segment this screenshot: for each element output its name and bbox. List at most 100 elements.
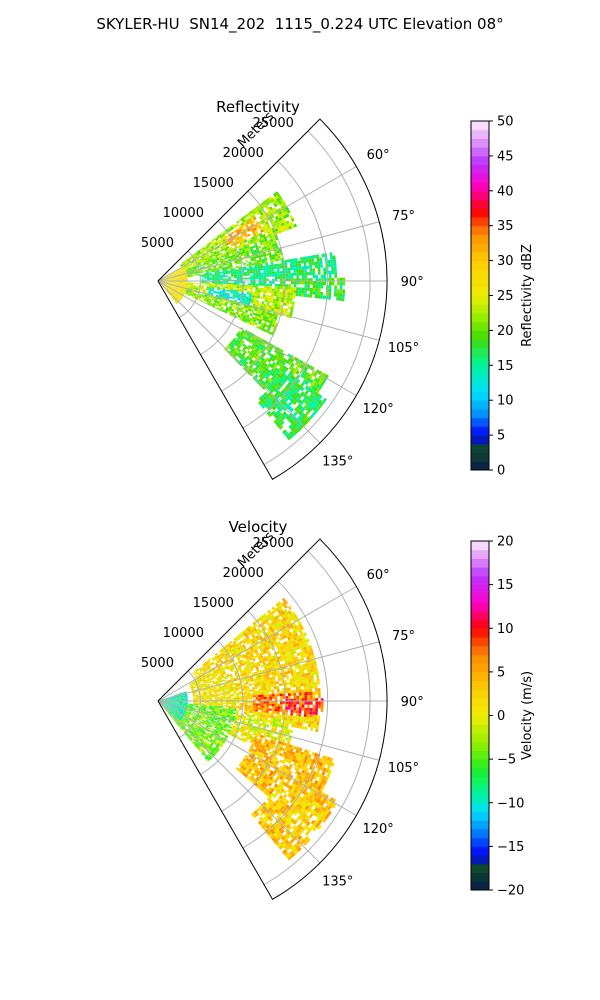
radar-gate xyxy=(264,379,269,384)
radar-gate xyxy=(285,611,290,616)
radar-gate xyxy=(168,292,171,296)
radar-gate xyxy=(274,253,278,257)
radar-gate xyxy=(235,228,239,232)
radar-gate xyxy=(249,320,253,324)
radar-gate xyxy=(291,376,296,381)
radar-gate xyxy=(213,302,217,305)
radar-gate xyxy=(291,421,297,426)
radar-gate xyxy=(171,282,175,283)
radar-gate xyxy=(192,295,196,298)
radar-gate xyxy=(287,610,292,615)
radar-gate xyxy=(235,235,239,239)
radar-gate xyxy=(283,378,288,383)
radar-gate xyxy=(186,264,190,266)
radar-gate xyxy=(234,647,238,651)
radar-gate xyxy=(180,295,184,298)
radar-gate xyxy=(284,367,289,372)
radar-gate xyxy=(279,607,284,613)
radar-gate xyxy=(268,323,273,327)
radar-gate xyxy=(174,277,177,279)
radar-gate xyxy=(171,278,175,279)
radar-gate xyxy=(242,297,246,300)
radar-gate xyxy=(236,637,241,641)
radar-gate xyxy=(314,684,318,689)
radar-gate xyxy=(260,614,265,619)
radar-gate xyxy=(298,410,303,416)
radar-gate xyxy=(245,296,249,299)
radar-gate xyxy=(238,240,242,244)
radar-gate xyxy=(234,638,239,643)
radar-gate xyxy=(287,270,291,274)
panel-title: Reflectivity xyxy=(216,98,300,116)
radar-gate xyxy=(180,295,184,298)
radar-gate xyxy=(243,313,247,317)
azimuth-tick-label: 90° xyxy=(401,275,424,290)
radar-gate xyxy=(249,707,253,710)
radar-gate xyxy=(279,271,283,274)
radar-gate xyxy=(277,214,281,219)
radar-gate xyxy=(264,619,269,624)
radar-gate xyxy=(242,315,247,319)
radar-gate xyxy=(231,698,234,700)
radar-gate xyxy=(236,353,241,358)
radar-gate xyxy=(274,199,279,204)
radar-gate xyxy=(196,669,200,672)
radar-gate xyxy=(239,697,243,700)
radar-gate xyxy=(222,234,226,238)
radar-gate xyxy=(258,374,263,378)
radar-gate xyxy=(163,283,166,285)
radar-gate xyxy=(273,240,277,244)
radar-gate xyxy=(231,274,234,277)
radar-gate xyxy=(168,281,172,283)
radar-gate xyxy=(276,218,280,223)
radar-gate xyxy=(184,276,188,278)
colorbar-segment xyxy=(471,400,489,410)
radar-gate xyxy=(292,629,297,634)
radar-gate xyxy=(173,274,177,276)
radar-gate xyxy=(223,263,227,266)
radar-gate xyxy=(183,291,186,293)
radar-gate xyxy=(256,234,260,238)
radar-gate xyxy=(288,306,292,310)
radar-gate xyxy=(231,243,235,247)
radar-gate xyxy=(255,275,259,278)
radar-gate xyxy=(270,681,274,685)
radar-gate xyxy=(263,281,267,284)
radar-gate xyxy=(173,299,176,302)
radar-gate xyxy=(224,268,228,270)
radar-gate xyxy=(252,291,256,294)
radar-gate xyxy=(258,272,261,275)
radar-gate xyxy=(167,285,171,288)
radar-gate xyxy=(309,688,313,692)
radar-gate xyxy=(265,712,269,716)
radar-gate xyxy=(302,370,307,375)
radar-gate xyxy=(214,236,218,240)
radial-tick-label: 15000 xyxy=(193,176,234,191)
radar-gate xyxy=(180,264,184,267)
radar-gate xyxy=(269,206,273,211)
radar-gate xyxy=(263,283,267,286)
radar-gate xyxy=(180,270,184,272)
radar-gate xyxy=(267,358,272,363)
radar-gate xyxy=(228,278,232,280)
radar-gate xyxy=(180,271,184,273)
radar-gate xyxy=(311,681,315,686)
radar-gate xyxy=(165,277,169,279)
radar-gate xyxy=(268,196,273,200)
radar-gate xyxy=(322,377,327,383)
radar-gate xyxy=(283,259,287,263)
radar-gate xyxy=(298,287,302,291)
radar-gate xyxy=(177,290,181,292)
radar-gate xyxy=(268,264,272,268)
radar-gate xyxy=(192,253,196,256)
radar-gate xyxy=(236,257,240,260)
radar-gate xyxy=(251,307,255,311)
radar-gate xyxy=(173,284,177,285)
radar-gate xyxy=(254,242,258,246)
radar-gate xyxy=(302,393,307,398)
radar-gate xyxy=(309,291,313,295)
radar-gate xyxy=(215,248,219,251)
radar-gate xyxy=(200,670,204,673)
radar-gate xyxy=(230,227,234,231)
radar-gate xyxy=(249,647,254,651)
